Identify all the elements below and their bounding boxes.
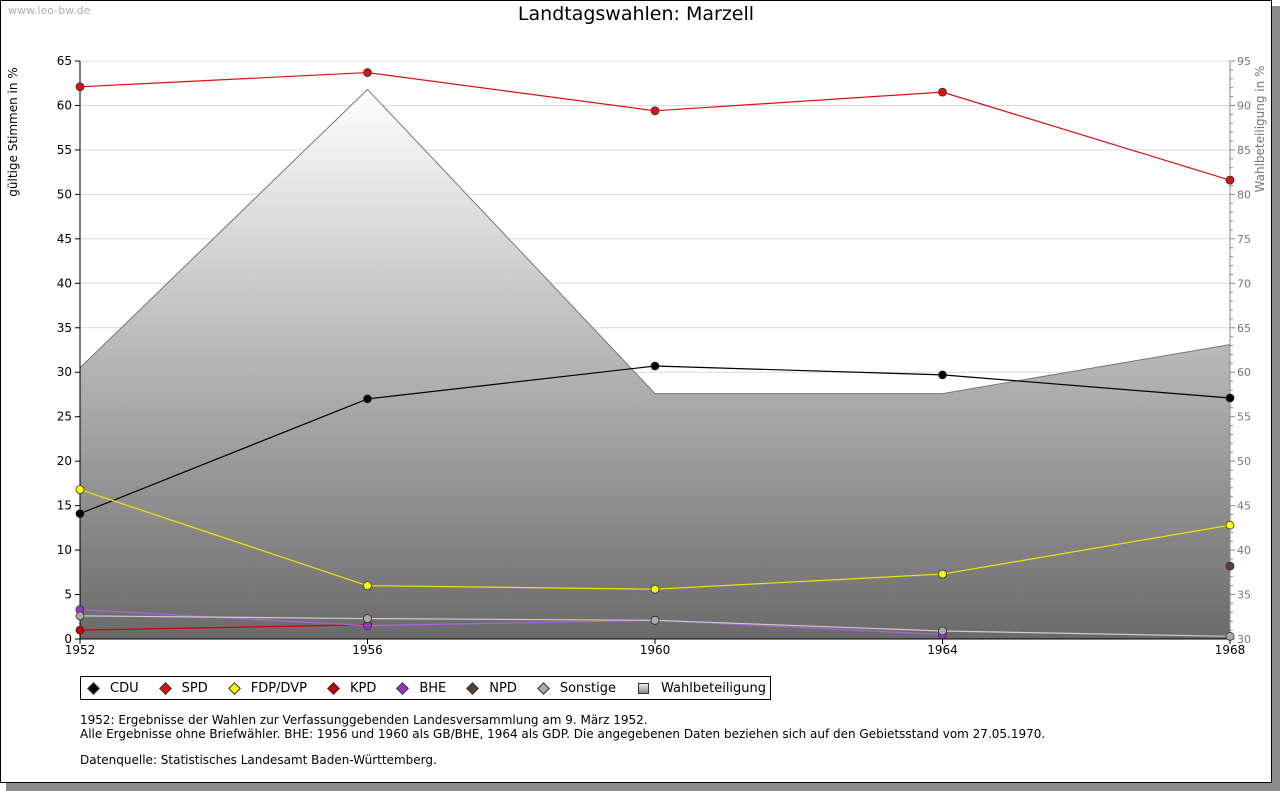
point-sonstige-1960: [650, 615, 660, 625]
legend-label: FDP/DVP: [250, 680, 307, 696]
chart-title: Landtagswahlen: Marzell: [517, 3, 755, 25]
frame-shadow-right: [1272, 6, 1280, 791]
point-kpd-1952: [75, 625, 85, 635]
point-cdu-1968: [1225, 393, 1235, 403]
legend: CDU SPD FDP/DVP KPD BHE NPD Sonstige Wahlbeteil…: [80, 676, 772, 700]
axes: 0 5 10 15 20 25 30 35 40 45 50 55 60 65 30 35 40 45 50 55 60…: [6, 54, 1267, 657]
y-tick-label: 65: [57, 54, 72, 68]
series-line-spd: [79, 71, 1231, 181]
point-fdp-dvp-1952: [75, 485, 85, 495]
y-tick-label: 30: [57, 365, 72, 379]
y2-axis-title: Wahlbeteiligung in %: [1253, 66, 1267, 193]
y2-tick-label: 60: [1237, 366, 1251, 379]
point-fdp-dvp-1968: [1225, 520, 1235, 530]
y-tick-label: 10: [57, 543, 72, 557]
legend-label: Wahlbeteiligung: [661, 680, 767, 696]
point-sonstige-1952: [75, 611, 85, 621]
y-tick-label: 15: [57, 499, 72, 513]
y2-tick-label: 95: [1237, 55, 1251, 68]
x-tick-label: 1952: [65, 643, 96, 657]
legend-label: SPD: [181, 680, 208, 696]
legend-item-cdu: CDU: [87, 680, 139, 696]
y-tick-label: 0: [64, 632, 72, 646]
y2-tick-label: 55: [1237, 411, 1251, 424]
y-axis-title: gültige Stimmen in %: [6, 67, 20, 196]
legend-label: KPD: [349, 680, 377, 696]
point-cdu-1956: [363, 394, 372, 404]
point-spd-1952: [75, 82, 85, 92]
series-line-kpd: [79, 624, 368, 631]
y-tick-label: 20: [57, 454, 72, 468]
footnotes: 1952: Ergebnisse der Wahlen zur Verfassu…: [80, 713, 1045, 767]
turnout-area: [79, 88, 1231, 639]
y2-tick-label: 45: [1237, 500, 1251, 513]
point-npd-1968: [1225, 561, 1235, 571]
y-tick-label: 55: [57, 143, 72, 157]
y2-tick-label: 70: [1237, 277, 1251, 290]
y2-tick-label: 75: [1237, 233, 1251, 246]
legend-item-bhe: BHE: [396, 680, 447, 696]
legend-marker-icon: [227, 681, 241, 695]
turnout-area-outline: [79, 88, 1231, 395]
y-tick-label: 60: [57, 98, 72, 112]
legend-label: CDU: [110, 680, 139, 696]
y2-tick-label: 30: [1237, 633, 1251, 646]
y-tick-label: 45: [57, 232, 72, 246]
y2-tick-label: 80: [1237, 188, 1251, 201]
x-tick-label: 1956: [352, 643, 383, 657]
legend-area-swatch: [638, 682, 650, 694]
legend-marker-icon: [536, 681, 550, 695]
point-spd-1968: [1225, 175, 1235, 185]
y2-tick-label: 50: [1237, 455, 1251, 468]
legend-item-fdp-dvp: FDP/DVP: [227, 680, 307, 696]
legend-marker-icon: [158, 681, 172, 695]
y2-tick-label: 85: [1237, 144, 1251, 157]
y2-tick-label: 40: [1237, 544, 1251, 557]
point-spd-1964: [938, 87, 947, 97]
point-sonstige-1956: [363, 614, 372, 623]
legend-label: BHE: [419, 680, 447, 696]
legend-item-sonstige: Sonstige: [536, 680, 617, 696]
legend-marker-icon: [327, 681, 340, 695]
turnout-area-fill: [80, 89, 1230, 639]
frame-shadow-bottom: [6, 783, 1280, 791]
legend-item-npd: NPD: [466, 680, 517, 696]
point-cdu-1952: [75, 509, 85, 519]
y2-tick-label: 65: [1237, 322, 1251, 335]
y2-tick-label: 35: [1237, 589, 1251, 602]
legend-label: NPD: [489, 680, 517, 696]
x-tick-label: 1964: [927, 643, 958, 657]
chart-canvas: 0 5 10 15 20 25 30 35 40 45 50 55 60 65 30 35 40 45 50 55 60…: [6, 54, 1267, 657]
legend-item-spd: SPD: [158, 680, 208, 696]
y-tick-label: 50: [57, 187, 72, 201]
legend-marker-icon: [87, 681, 100, 695]
point-fdp-dvp-1960: [650, 584, 660, 594]
legend-item-wahlbeteiligung: Wahlbeteiligung: [638, 681, 766, 696]
point-spd-1960: [650, 106, 660, 116]
legend-label: Sonstige: [559, 680, 617, 696]
point-fdp-dvp-1964: [938, 569, 947, 579]
point-fdp-dvp-1956: [363, 581, 372, 591]
point-sonstige-1968: [1225, 631, 1235, 641]
y-tick-label: 40: [57, 276, 72, 290]
point-cdu-1960: [650, 361, 660, 371]
point-spd-1956: [363, 68, 372, 77]
y2-tick-label: 90: [1237, 99, 1251, 112]
watermark: www.leo-bw.de: [8, 4, 91, 17]
legend-item-kpd: KPD: [327, 680, 377, 696]
footnote-line-2: Alle Ergebnisse ohne Briefwähler. BHE: 1…: [80, 727, 1046, 741]
point-cdu-1964: [938, 370, 947, 380]
legend-marker-icon: [466, 681, 480, 695]
x-tick-label: 1960: [640, 643, 671, 657]
series-lines: [75, 68, 1235, 641]
y-tick-label: 35: [57, 321, 72, 335]
data-source: Datenquelle: Statistisches Landesamt Bad…: [80, 753, 437, 767]
y-tick-label: 25: [57, 410, 72, 424]
x-tick-label: 1968: [1215, 643, 1246, 657]
footnote-line-1: 1952: Ergebnisse der Wahlen zur Verfassu…: [80, 713, 648, 727]
legend-marker-icon: [396, 681, 410, 695]
y-tick-label: 5: [64, 588, 72, 602]
point-sonstige-1964: [938, 626, 947, 636]
